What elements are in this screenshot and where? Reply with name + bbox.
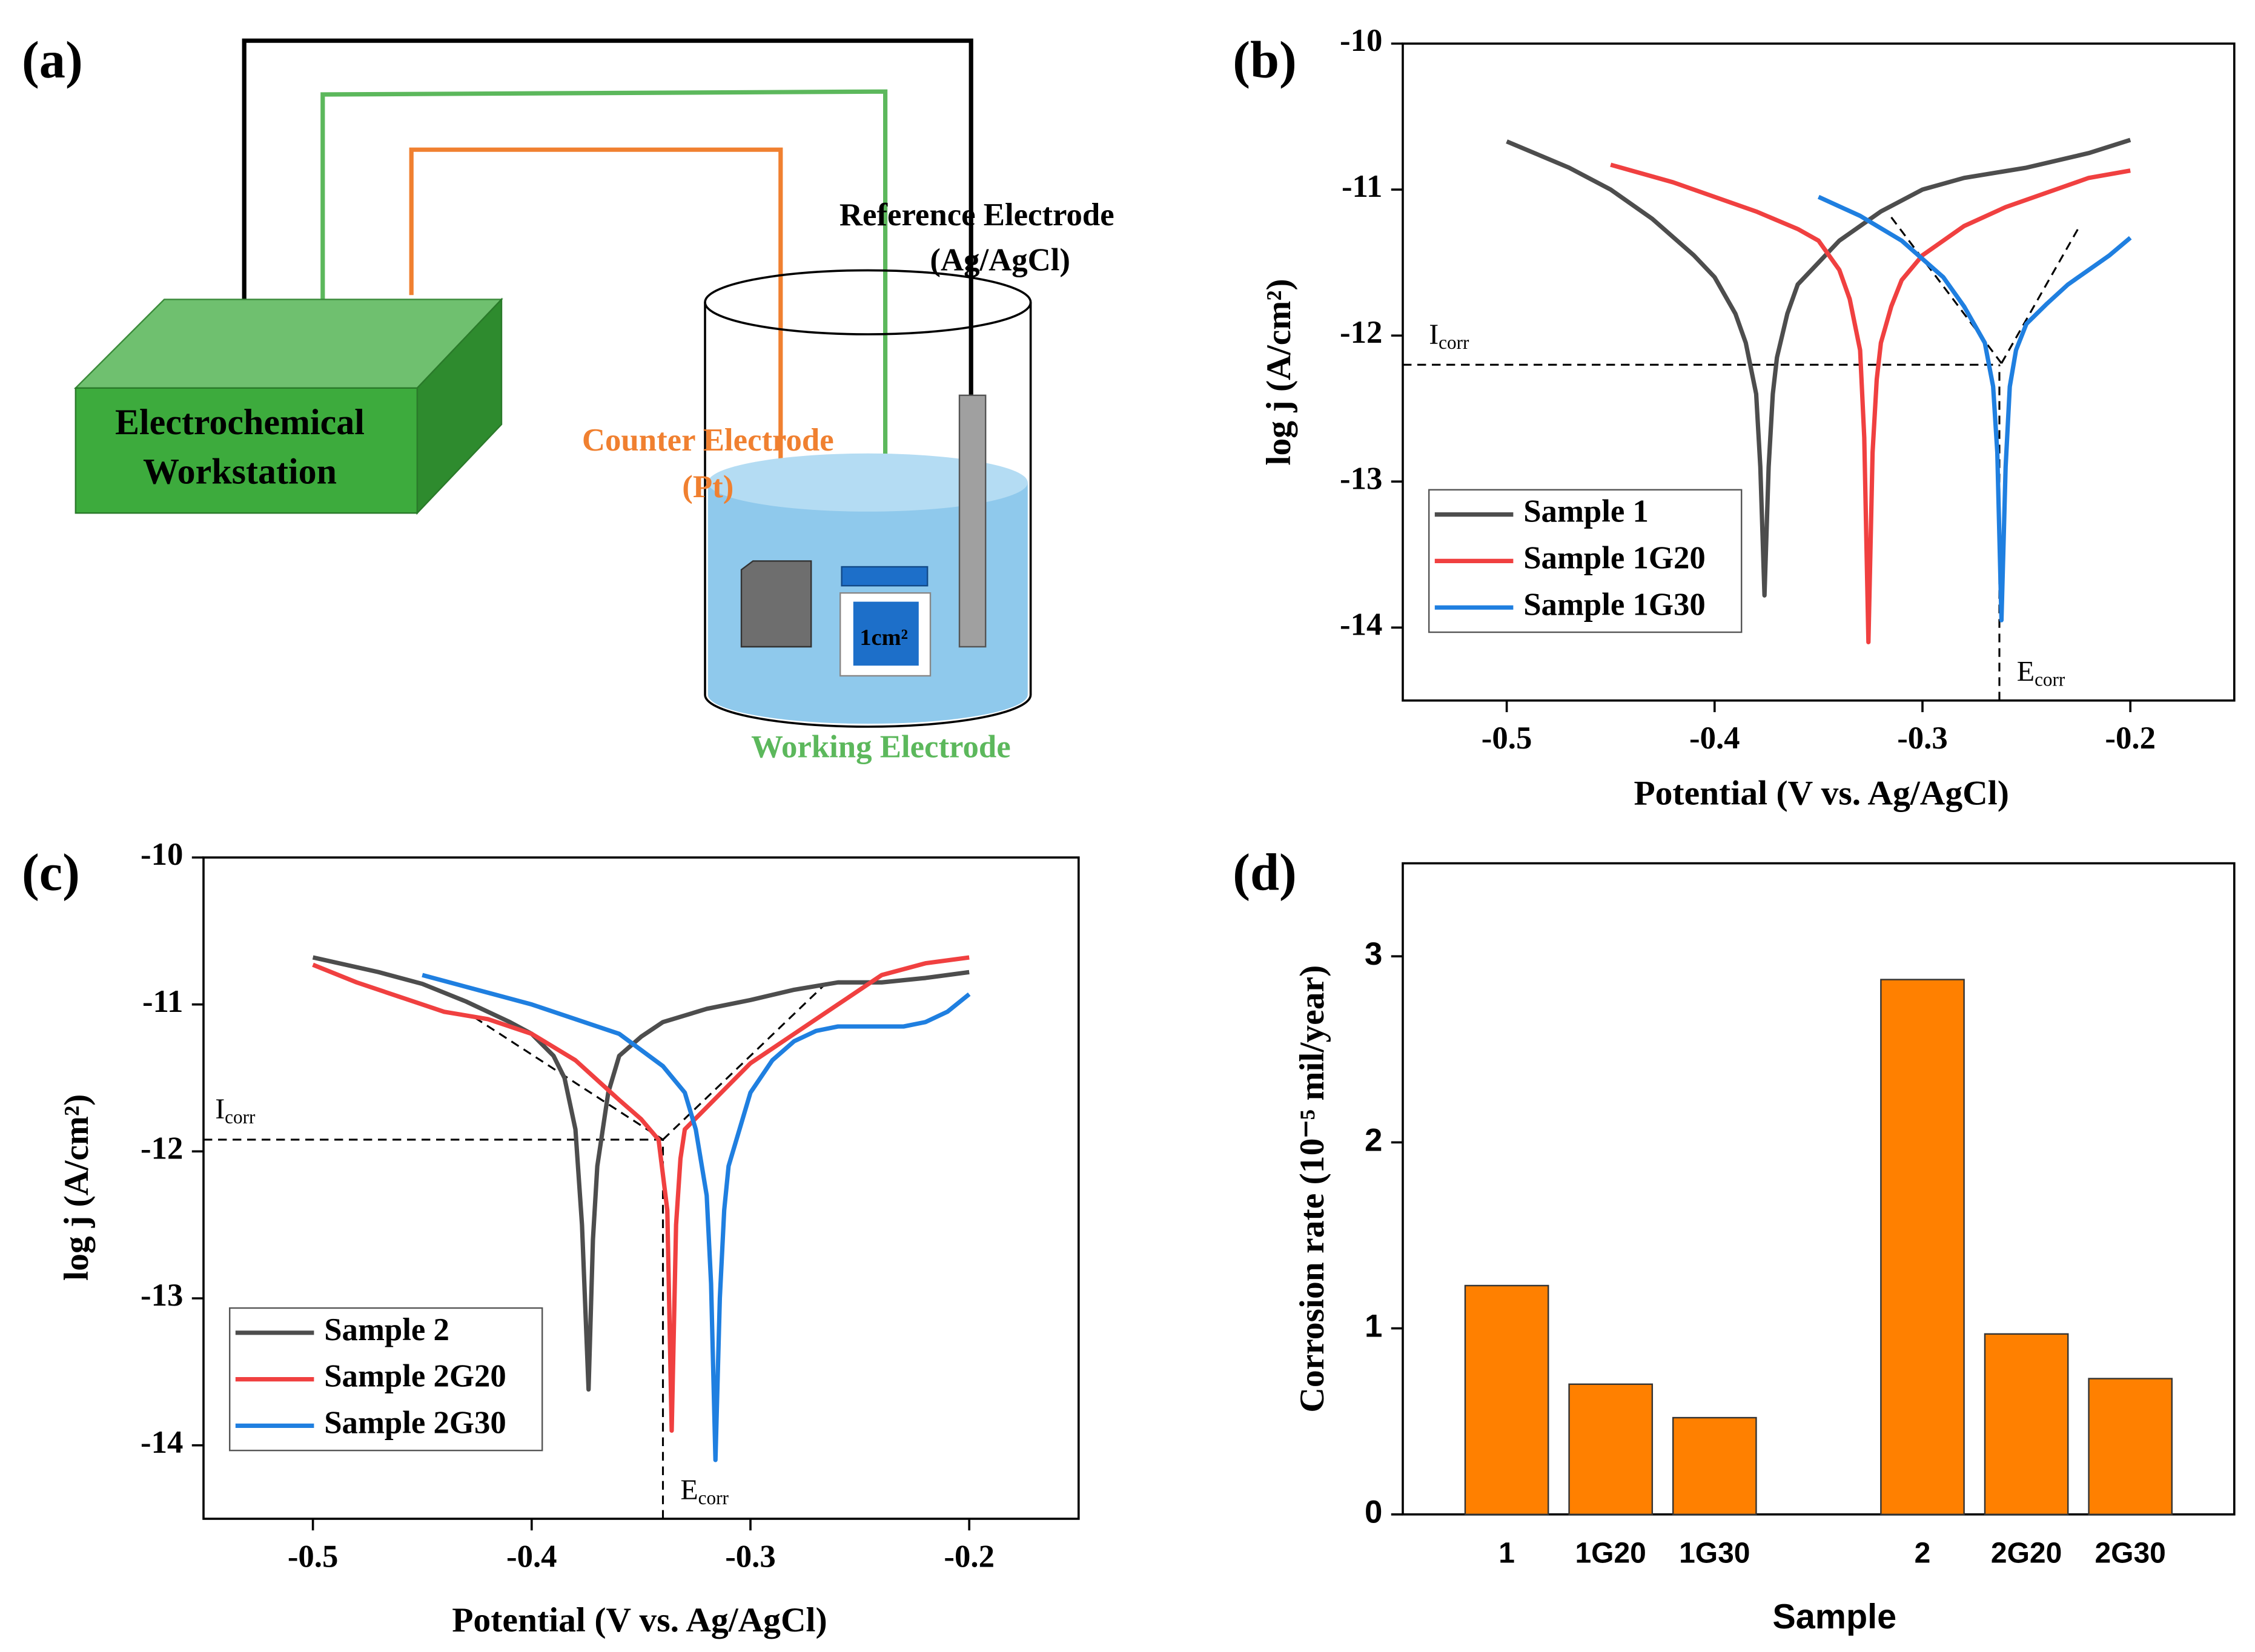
x-tick-label: -0.2 bbox=[2105, 721, 2156, 756]
wire bbox=[409, 147, 783, 567]
y-tick-label: 2 bbox=[1365, 1122, 1382, 1158]
data-line bbox=[1610, 162, 2131, 644]
working-label: Working Electrode bbox=[751, 730, 1011, 765]
corrosion-label-sub: corr bbox=[1439, 332, 1469, 353]
corrosion-label: Icorr bbox=[1429, 319, 1469, 353]
corrosion-label-main: I bbox=[215, 1093, 225, 1125]
legend-label: Sample 1G20 bbox=[1523, 541, 1706, 576]
x-tick-label: -0.4 bbox=[1689, 721, 1740, 756]
y-axis-title: log j (A/cm²) bbox=[1260, 279, 1298, 465]
beaker-rim bbox=[704, 269, 1032, 335]
y-tick-label: -11 bbox=[142, 984, 183, 1019]
y-tick-label: -14 bbox=[141, 1425, 183, 1460]
corrosion-label: Ecorr bbox=[680, 1474, 729, 1508]
diagram: (a) Electrochemical Workstation 1cm² Ref… bbox=[22, 31, 1114, 765]
reference-electrode bbox=[958, 394, 987, 648]
x-tick-label: -0.2 bbox=[944, 1539, 995, 1574]
wire bbox=[242, 38, 973, 395]
data-line bbox=[312, 955, 970, 1392]
plot-frame bbox=[1402, 862, 2236, 1516]
bar bbox=[1464, 1284, 1549, 1515]
y-axis-title: Corrosion rate (10⁻⁵ mil/year) bbox=[1293, 965, 1331, 1413]
bar bbox=[1984, 1333, 2069, 1515]
plot-frame bbox=[1402, 42, 2236, 702]
panel-label: (d) bbox=[1233, 843, 1297, 901]
y-tick-label: -10 bbox=[1340, 23, 1382, 58]
corrosion-label-sub: corr bbox=[225, 1106, 256, 1128]
plot-frame bbox=[202, 856, 1080, 1520]
corrosion-label-main: E bbox=[680, 1474, 698, 1506]
corrosion-label-sub: corr bbox=[2035, 669, 2065, 690]
x-tick-label: 2G20 bbox=[1991, 1538, 2062, 1570]
legend-label: Sample 2G30 bbox=[324, 1406, 506, 1441]
working-electrode-top bbox=[841, 566, 929, 587]
x-tick-label: 1 bbox=[1498, 1538, 1515, 1570]
x-tick-label: -0.4 bbox=[506, 1539, 557, 1574]
electrolyte-surface bbox=[707, 453, 1028, 512]
tangent-line bbox=[662, 982, 828, 1141]
corrosion-label-main: E bbox=[2017, 656, 2035, 688]
x-axis-title: Sample bbox=[1772, 1597, 1896, 1636]
data-line bbox=[1817, 194, 2132, 623]
x-tick-label: -0.3 bbox=[725, 1539, 776, 1574]
bar bbox=[2088, 1378, 2173, 1515]
legend-label: Sample 1G30 bbox=[1523, 587, 1706, 622]
tangent-line bbox=[2001, 224, 2082, 364]
tangent-line bbox=[474, 1017, 664, 1141]
corrosion-label-main: I bbox=[1429, 319, 1439, 351]
y-tick-label: -14 bbox=[1340, 607, 1382, 642]
corrosion-label: Icorr bbox=[215, 1093, 256, 1128]
x-tick-label: 1G30 bbox=[1679, 1538, 1750, 1570]
reference-label: Reference Electrode bbox=[839, 197, 1114, 233]
panel-label: (c) bbox=[22, 843, 80, 901]
x-tick-label: -0.5 bbox=[288, 1539, 339, 1574]
x-tick-label: -0.5 bbox=[1482, 721, 1532, 756]
workstation-label: Workstation bbox=[143, 452, 337, 492]
box-front bbox=[75, 387, 419, 514]
wire bbox=[320, 89, 888, 570]
area-label: 1cm² bbox=[859, 625, 908, 650]
counter-label: (Pt) bbox=[682, 469, 733, 504]
counter-electrode bbox=[740, 560, 812, 648]
y-tick-label: -12 bbox=[141, 1131, 183, 1166]
reference-label: (Ag/AgCl) bbox=[930, 243, 1070, 278]
bar bbox=[1672, 1416, 1757, 1515]
data-line bbox=[422, 973, 971, 1462]
y-tick-label: -12 bbox=[1340, 315, 1382, 350]
data-line bbox=[1506, 137, 2131, 598]
data-line bbox=[312, 955, 970, 1433]
y-axis-title: log j (A/cm²) bbox=[58, 1094, 96, 1281]
corrosion-label: Ecorr bbox=[2017, 656, 2065, 690]
workstation-label: Electrochemical bbox=[115, 402, 365, 442]
counter-label: Counter Electrode bbox=[582, 423, 834, 458]
x-tick-label: -0.3 bbox=[1897, 721, 1948, 756]
legend-label: Sample 2 bbox=[324, 1312, 449, 1347]
x-tick-label: 1G20 bbox=[1575, 1538, 1646, 1570]
bar bbox=[1880, 979, 1965, 1515]
y-tick-label: 0 bbox=[1365, 1495, 1382, 1530]
corrosion-label-sub: corr bbox=[698, 1487, 729, 1508]
panel-label: (b) bbox=[1233, 31, 1297, 89]
working-electrode bbox=[853, 601, 919, 666]
x-axis-title: Potential (V vs. Ag/AgCl) bbox=[452, 1601, 827, 1639]
x-tick-label: 2 bbox=[1915, 1538, 1931, 1570]
bar bbox=[1568, 1383, 1654, 1515]
legend-label: Sample 2G20 bbox=[324, 1359, 506, 1394]
panel-label: (a) bbox=[22, 31, 83, 89]
legend-label: Sample 1 bbox=[1523, 494, 1649, 529]
y-tick-label: -11 bbox=[1342, 169, 1382, 204]
beaker bbox=[704, 302, 1032, 728]
y-tick-label: 3 bbox=[1365, 936, 1382, 972]
y-tick-label: 1 bbox=[1365, 1309, 1382, 1344]
x-tick-label: 2G30 bbox=[2094, 1538, 2165, 1570]
y-tick-label: -13 bbox=[1340, 461, 1382, 496]
y-tick-label: -13 bbox=[141, 1278, 183, 1313]
y-tick-label: -10 bbox=[141, 837, 183, 872]
x-axis-title: Potential (V vs. Ag/AgCl) bbox=[1634, 774, 2008, 812]
